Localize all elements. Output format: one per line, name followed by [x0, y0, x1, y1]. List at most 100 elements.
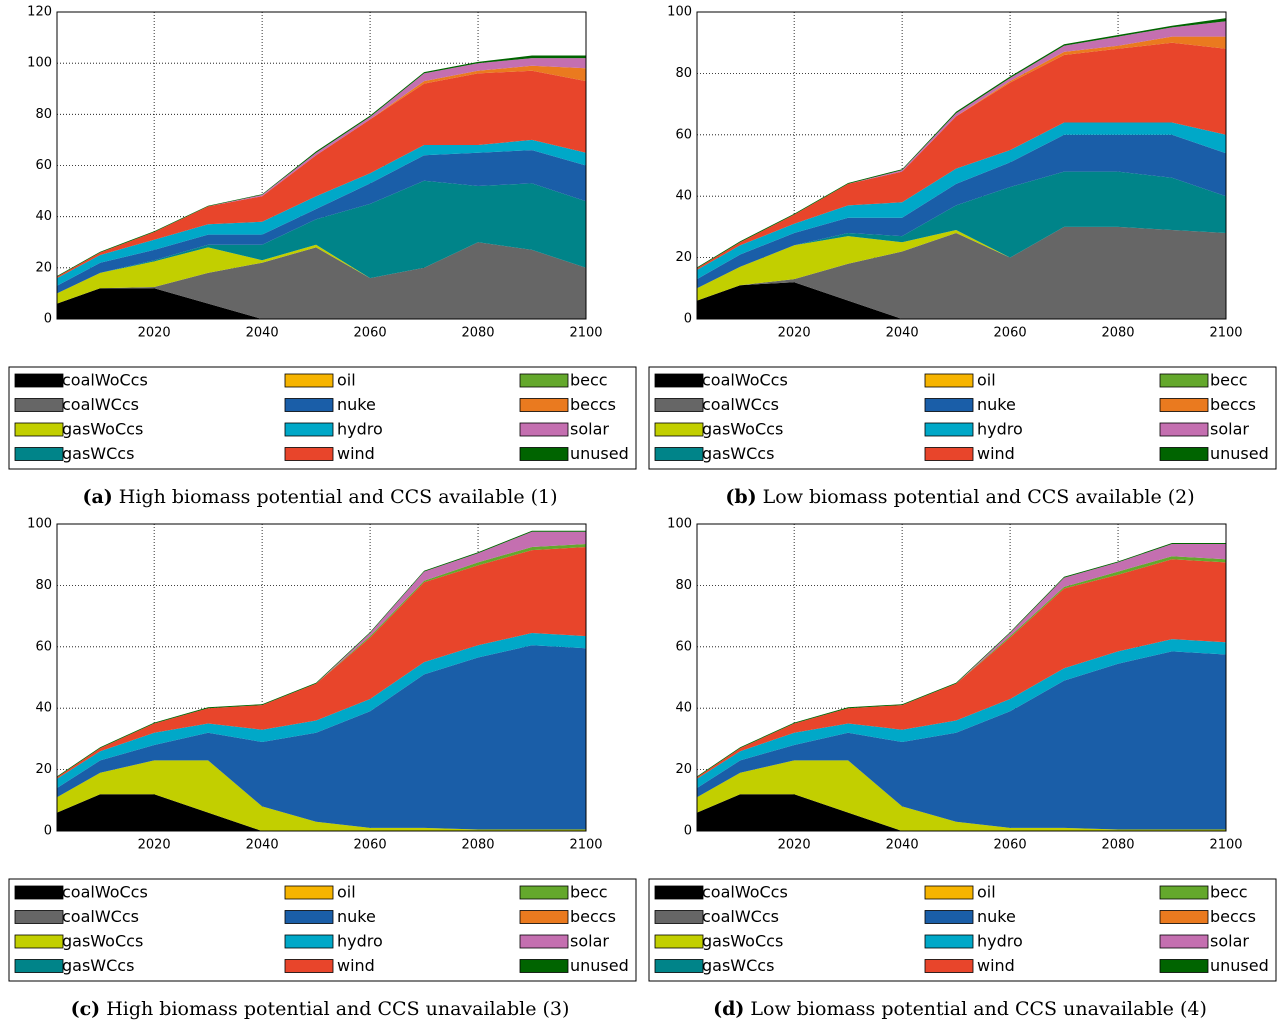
- area: [57, 70, 586, 279]
- area: [57, 242, 586, 304]
- y-tick-label: 100: [667, 517, 692, 532]
- legend-swatch: [1159, 885, 1209, 900]
- legend-swatch: [1159, 934, 1209, 949]
- legend-label: gasWoCcs: [62, 932, 143, 951]
- caption-label: (d): [713, 998, 744, 1020]
- y-tick-label: 0: [44, 312, 52, 327]
- legend-label: hydro: [337, 932, 383, 951]
- legend-swatch: [14, 373, 64, 388]
- legend-label: hydro: [977, 420, 1023, 439]
- y-tick-label: 60: [35, 639, 52, 654]
- area: [697, 651, 1226, 830]
- legend-swatch: [654, 422, 704, 437]
- legend-swatch: [284, 885, 334, 900]
- legend-swatch: [284, 447, 334, 461]
- legend-label: wind: [337, 444, 375, 463]
- area: [57, 547, 586, 779]
- legend-label: becc: [1210, 883, 1248, 902]
- legend-swatch: [924, 885, 974, 900]
- x-tick-label: 2060: [994, 838, 1027, 853]
- x-tick-label: 2100: [569, 838, 602, 853]
- caption-text: Low biomass potential and CCS unavailabl…: [750, 998, 1206, 1020]
- area: [57, 645, 586, 830]
- legend-label: gasWCcs: [702, 444, 774, 463]
- plot-frame: [56, 11, 587, 320]
- legend-label: gasWCcs: [62, 956, 134, 975]
- legend-swatch: [14, 422, 64, 437]
- legend-label: oil: [337, 371, 356, 390]
- y-tick-label: 100: [27, 56, 52, 71]
- legend-swatch: [519, 934, 569, 949]
- legend-label: coalWCcs: [62, 395, 139, 414]
- caption: (d) Low biomass potential and CCS unavai…: [713, 998, 1207, 1020]
- legend-label: coalWoCcs: [62, 371, 148, 390]
- area: [697, 226, 1226, 301]
- legend-swatch: [654, 934, 704, 949]
- caption-label: (a): [82, 486, 112, 508]
- x-tick-label: 2040: [886, 326, 919, 341]
- legend-label: beccs: [1210, 395, 1256, 414]
- legend-swatch: [14, 934, 64, 949]
- x-tick-label: 2080: [1101, 326, 1134, 341]
- y-tick-label: 80: [35, 107, 52, 122]
- legend-label: wind: [977, 444, 1015, 463]
- x-tick-label: 2040: [246, 326, 279, 341]
- legend-label: coalWoCcs: [62, 883, 148, 902]
- x-tick-label: 2100: [569, 326, 602, 341]
- legend-swatch: [1159, 373, 1209, 388]
- legend-label: coalWCcs: [702, 907, 779, 926]
- legend-label: solar: [1210, 420, 1249, 439]
- legend-label: oil: [977, 371, 996, 390]
- caption: (c) High biomass potential and CCS unava…: [71, 998, 570, 1020]
- caption-label: (b): [725, 486, 756, 508]
- legend-swatch: [14, 959, 64, 973]
- legend-label: gasWCcs: [62, 444, 134, 463]
- legend-label: unused: [1210, 956, 1269, 975]
- x-tick-label: 2060: [354, 838, 387, 853]
- legend-label: becc: [1210, 371, 1248, 390]
- legend-swatch: [519, 959, 569, 973]
- legend-label: coalWCcs: [702, 395, 779, 414]
- legend-swatch: [924, 398, 974, 412]
- legend-label: gasWoCcs: [702, 932, 783, 951]
- legend-label: becc: [570, 883, 608, 902]
- legend-label: nuke: [977, 907, 1016, 926]
- legend-swatch: [284, 910, 334, 924]
- legend-swatch: [654, 885, 704, 900]
- area: [697, 559, 1226, 779]
- legend-label: coalWoCcs: [702, 883, 788, 902]
- y-tick-label: 80: [35, 578, 52, 593]
- legend-swatch: [14, 885, 64, 900]
- legend-swatch: [519, 447, 569, 461]
- legend-swatch: [924, 373, 974, 388]
- legend-swatch: [519, 910, 569, 924]
- caption: (a) High biomass potential and CCS avail…: [82, 486, 557, 508]
- legend-swatch: [14, 910, 64, 924]
- x-tick-label: 2020: [138, 838, 171, 853]
- x-tick-label: 2040: [246, 838, 279, 853]
- x-tick-label: 2060: [354, 326, 387, 341]
- legend-label: solar: [570, 932, 609, 951]
- legend-label: solar: [1210, 932, 1249, 951]
- area: [57, 760, 586, 831]
- area: [697, 226, 1226, 319]
- area: [57, 180, 586, 294]
- legend-label: nuke: [977, 395, 1016, 414]
- caption-text: High biomass potential and CCS unavailab…: [106, 998, 569, 1020]
- x-tick-label: 2100: [1209, 326, 1242, 341]
- y-tick-label: 60: [675, 127, 692, 142]
- caption-label: (c): [71, 998, 101, 1020]
- legend-swatch: [519, 422, 569, 437]
- legend-swatch: [1159, 910, 1209, 924]
- plot-frame: [696, 11, 1227, 320]
- legend-label: gasWoCcs: [62, 420, 143, 439]
- area: [697, 134, 1226, 289]
- y-tick-label: 20: [675, 250, 692, 265]
- legend-swatch: [284, 373, 334, 388]
- y-tick-label: 100: [27, 517, 52, 532]
- legend-swatch: [924, 447, 974, 461]
- legend-swatch: [284, 959, 334, 973]
- area: [57, 794, 586, 831]
